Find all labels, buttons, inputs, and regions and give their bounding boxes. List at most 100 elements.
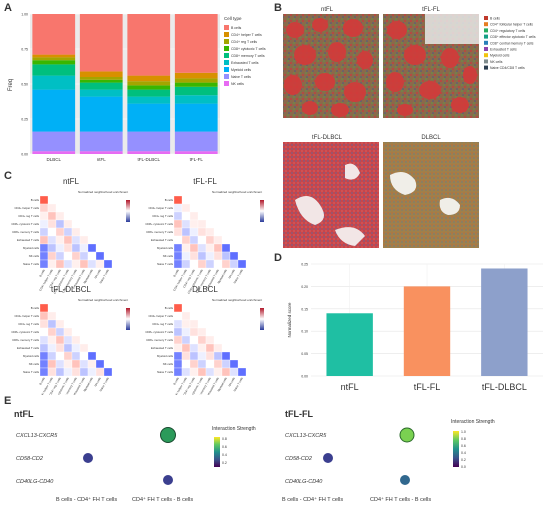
- heatmap-cell: [229, 251, 239, 261]
- heatmap-cell: [39, 351, 49, 361]
- panel-a-bar-segment: [174, 72, 218, 79]
- heatmap-row-label: CD8+ memory T cells: [12, 230, 39, 234]
- heatmap-cell: [189, 219, 199, 229]
- heatmap-cell: [63, 251, 73, 261]
- panel-b-legend-label: Exhausted T cells: [490, 48, 517, 52]
- panel-a-legend-swatch: [224, 39, 229, 44]
- heatmap-cell: [63, 343, 73, 353]
- heatmap-row-label: CD8+ memory T cells: [12, 338, 39, 342]
- panel-a-bar-segment: [32, 75, 76, 90]
- heatmap-cell: [173, 335, 183, 345]
- panel-e-right-ylabel-3: CD40LG-CD40: [285, 479, 323, 485]
- panel-b-spatial-maps: ntFL tFL-FL tFL-DLBCL DLBCL B cells CD4⁺ …: [283, 7, 536, 248]
- heatmap-col-label: Naive T cells: [232, 268, 244, 284]
- heatmap-cell: [181, 335, 191, 345]
- heatmap-cell: [189, 251, 199, 261]
- heatmap-col-label: B cells: [172, 268, 180, 278]
- heatmap-cell: [39, 343, 49, 353]
- panel-e-left-colorbar-tick: 0.4: [222, 453, 227, 457]
- heatmap-cell: [79, 259, 89, 269]
- panel-a-bar-segment: [127, 131, 171, 152]
- heatmap-cell: [71, 243, 81, 253]
- heatmap-row-label: Naive T cells: [157, 370, 174, 374]
- panel-d-y-tick-label: 0.15: [301, 307, 308, 311]
- panel-e-right-xlabel-1: B cells - CD4⁺ FH T cells: [282, 496, 343, 503]
- heatmap-cell: [47, 335, 57, 345]
- heatmap-cell: [197, 259, 207, 269]
- heatmap-cell: [47, 219, 57, 229]
- heatmap-cell: [39, 327, 49, 337]
- heatmap-cell: [47, 243, 57, 253]
- panel-a-legend-swatch: [224, 81, 229, 86]
- panel-a-y-tick-label: 0.50: [21, 83, 28, 87]
- panel-a-bar-segment: [32, 60, 76, 65]
- heatmap-row-label: CD8+ memory T cells: [146, 230, 173, 234]
- panel-a-y-axis-label: Freq: [8, 79, 14, 91]
- panel-b-legend-label: CD8⁺ effector cytotoxic T cells: [490, 35, 536, 39]
- panel-a-bar-segment: [127, 81, 171, 86]
- heatmap-cell: [63, 235, 73, 245]
- heatmap-cell: [87, 359, 97, 369]
- panel-e-left-colorbar-tick: 0.6: [222, 445, 227, 449]
- panel-a-bar-segment: [79, 151, 123, 154]
- panel-d-bar: [481, 268, 528, 376]
- heatmap-cell: [71, 351, 81, 361]
- dot-right-cd40lg: [400, 475, 410, 485]
- heatmap-col-label: Naive T cells: [98, 268, 110, 284]
- panel-e-right-ylabel-1: CXCL13-CXCR5: [285, 433, 327, 439]
- panel-a-bar-segment: [127, 85, 171, 90]
- heatmap-cell: [197, 235, 207, 245]
- heatmap-col-label: NK cells: [227, 376, 236, 387]
- heatmap-cell: [47, 351, 57, 361]
- heatmap-cell: [47, 319, 57, 329]
- heatmap-legend-title: Normalized neighborhood enrichment: [212, 190, 262, 194]
- heatmap-row-label: Exhausted T cells: [17, 346, 40, 350]
- heatmap-cell: [103, 367, 113, 377]
- heatmap-cell: [71, 235, 81, 245]
- heatmap-cell: [55, 327, 65, 337]
- map-title-tfl-fl: tFL-FL: [422, 7, 440, 13]
- heatmap-cell: [213, 259, 223, 269]
- heatmap-legend-title: Normalized neighborhood enrichment: [78, 298, 128, 302]
- heatmap-cell: [63, 335, 73, 345]
- heatmap-cell: [181, 219, 191, 229]
- panel-a-bar-segment: [32, 151, 76, 154]
- heatmap-row-label: CD8+ cytotoxic T cells: [11, 222, 39, 226]
- heatmap-cell: [173, 211, 183, 221]
- panel-a-x-tick-label: tFL-DLBCL: [137, 157, 160, 162]
- heatmap-cell: [173, 311, 183, 321]
- heatmap-cell: [221, 243, 231, 253]
- heatmap-col-label: Naive T cells: [232, 376, 244, 392]
- panel-b-legend-swatch: [484, 22, 488, 27]
- heatmap-cell: [205, 251, 215, 261]
- heatmap-cell: [221, 359, 231, 369]
- heatmap-cell: [55, 343, 65, 353]
- panel-a-bar-segment: [127, 75, 171, 82]
- heatmap-cell: [189, 367, 199, 377]
- panel-d-y-tick-label: 0.25: [301, 263, 308, 267]
- panel-b-legend-label: NK cells: [490, 60, 503, 64]
- panel-d-y-tick-label: 0.20: [301, 285, 308, 289]
- heatmap-cell: [71, 367, 81, 377]
- heatmap-row-label: CD4+ helper T cells: [14, 314, 39, 318]
- heatmap-cell: [213, 235, 223, 245]
- panel-e-right-legend-title: Interaction Strength: [451, 419, 495, 425]
- heatmap-title: tFL-FL: [193, 177, 217, 186]
- heatmap-cell: [47, 227, 57, 237]
- heatmap-cell: [173, 327, 183, 337]
- heatmap-cell: [63, 259, 73, 269]
- heatmap-cell: [173, 259, 183, 269]
- panel-d-x-tick-label: tFL-DLBCL: [482, 382, 527, 392]
- panel-a-y-tick-label: 0.00: [21, 153, 28, 157]
- heatmap-cell: [189, 243, 199, 253]
- heatmap-cell: [39, 227, 49, 237]
- heatmap-cell: [63, 367, 73, 377]
- heatmap-cell: [173, 359, 183, 369]
- panel-b-legend-swatch: [484, 28, 488, 33]
- heatmap-cell: [173, 227, 183, 237]
- heatmap-cell: [95, 367, 105, 377]
- panel-e-right-colorbar-tick: 0.8: [461, 437, 466, 441]
- panel-e-right-colorbar: [453, 431, 459, 467]
- panel-a-x-tick-label: DLBCL: [46, 157, 61, 162]
- panel-a-legend-title: Cell type: [224, 16, 242, 21]
